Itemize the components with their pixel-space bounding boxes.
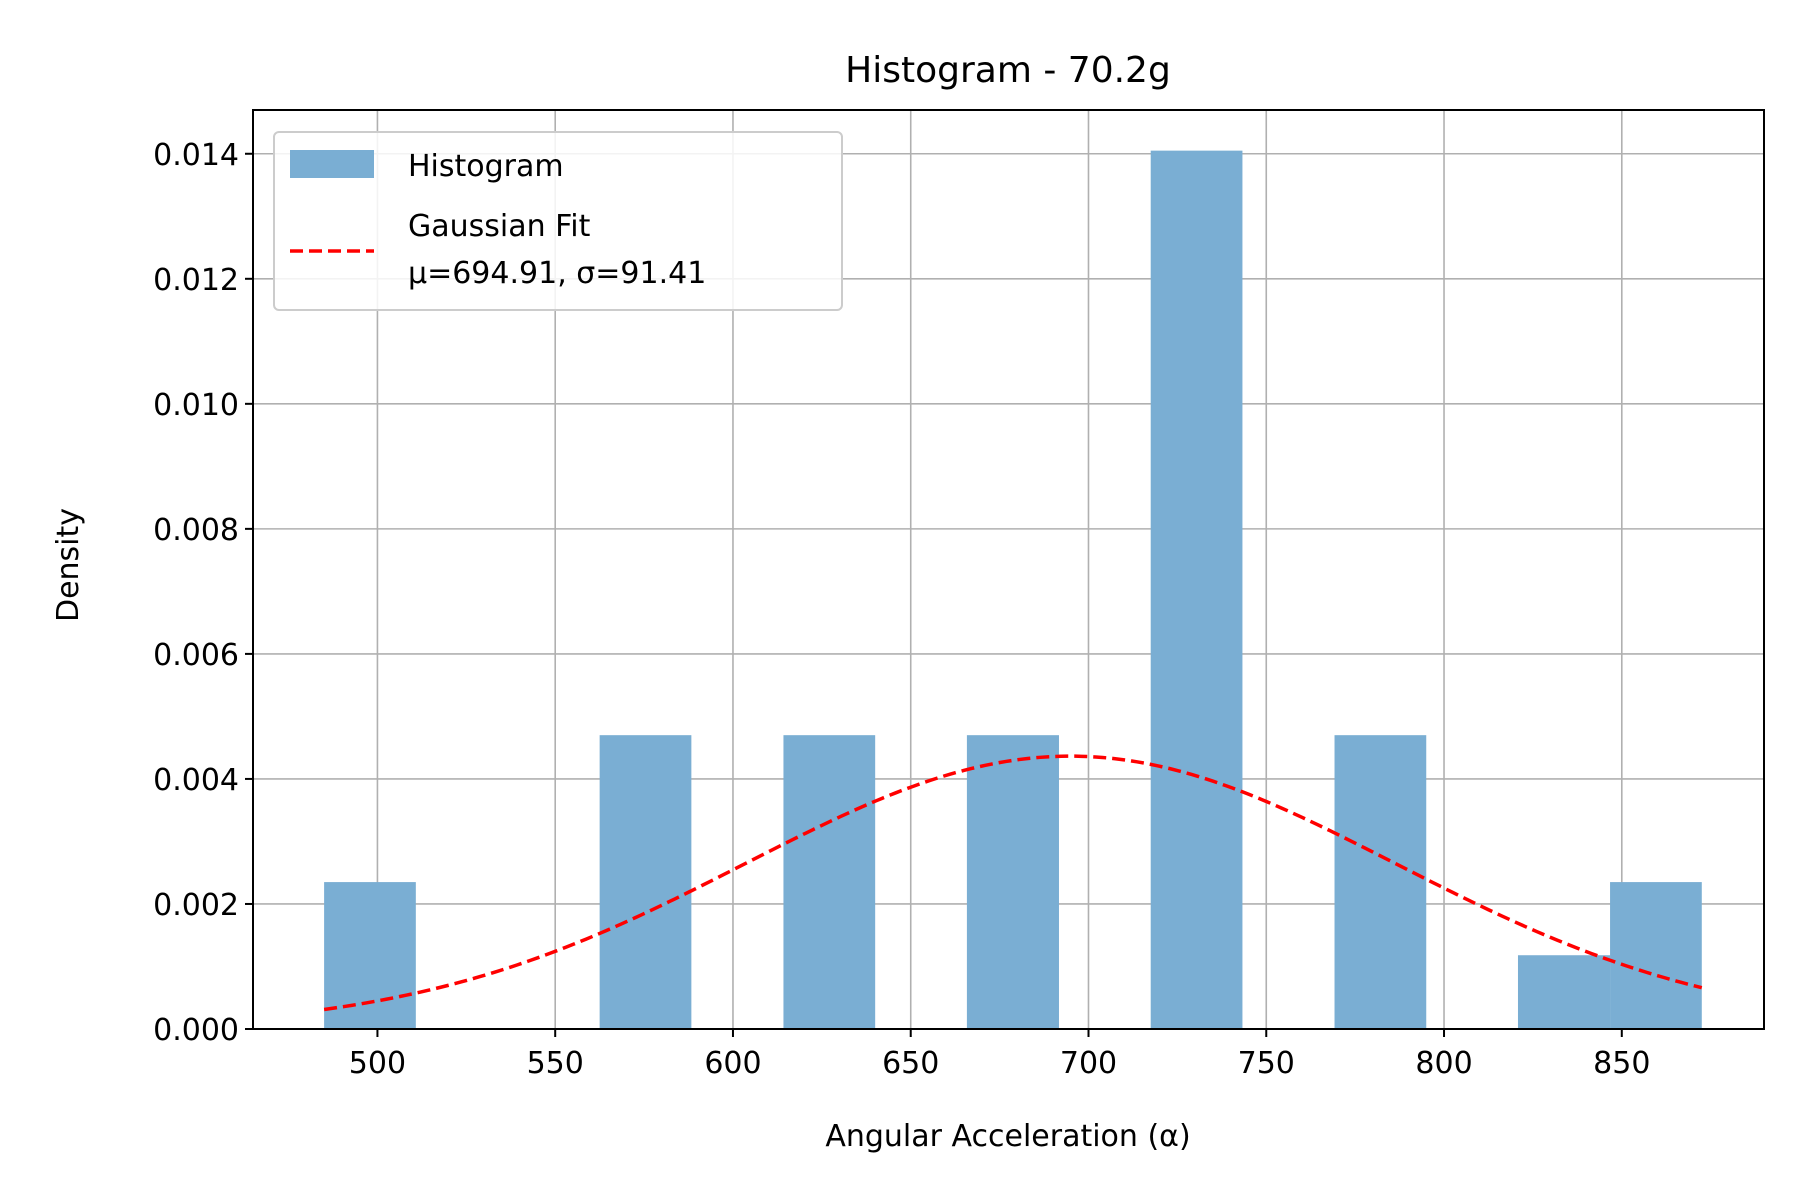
histogram-bar bbox=[599, 735, 692, 1029]
chart-title: Histogram - 70.2g bbox=[845, 50, 1171, 91]
histogram-bars bbox=[324, 150, 1702, 1029]
x-tick-label: 800 bbox=[1415, 1046, 1472, 1081]
axis-ticks: 500 550 600 650 700 750 800 850 0.000 0.002 0.004 0… bbox=[153, 138, 1650, 1081]
legend-fit-params: μ=694.91, σ=91.41 bbox=[408, 256, 706, 291]
y-tick-label: 0.000 bbox=[153, 1013, 239, 1048]
histogram-bar bbox=[966, 735, 1059, 1029]
plot-frame bbox=[252, 109, 1765, 1030]
x-tick-label: 850 bbox=[1593, 1046, 1650, 1081]
y-tick-label: 0.002 bbox=[153, 888, 239, 923]
histogram-bar bbox=[324, 882, 416, 1029]
x-tick-label: 650 bbox=[882, 1046, 939, 1081]
histogram-bar bbox=[1517, 955, 1611, 1029]
histogram-bar bbox=[1150, 150, 1243, 1029]
y-tick-label: 0.014 bbox=[153, 138, 239, 173]
legend-histogram-label: Histogram bbox=[408, 149, 564, 184]
x-tick-label: 550 bbox=[527, 1046, 584, 1081]
histogram-bar bbox=[1610, 882, 1702, 1029]
legend-box bbox=[273, 131, 843, 311]
y-tick-label: 0.006 bbox=[153, 638, 239, 673]
histogram-bar bbox=[783, 735, 876, 1029]
x-tick-label: 700 bbox=[1060, 1046, 1117, 1081]
gaussian-fit-line bbox=[323, 754, 1703, 1012]
legend-fit-label: Gaussian Fit bbox=[408, 209, 591, 244]
y-axis-label: Density bbox=[51, 508, 86, 622]
histogram-bar bbox=[1334, 735, 1427, 1029]
x-axis-label: Angular Acceleration (α) bbox=[825, 1119, 1190, 1154]
x-tick-label: 750 bbox=[1238, 1046, 1295, 1081]
y-tick-label: 0.012 bbox=[153, 263, 239, 298]
y-tick-label: 0.010 bbox=[153, 388, 239, 423]
x-tick-label: 600 bbox=[704, 1046, 761, 1081]
y-tick-label: 0.008 bbox=[153, 513, 239, 548]
x-tick-label: 500 bbox=[349, 1046, 406, 1081]
legend: Histogram Gaussian Fit μ=694.91, σ=91.41 bbox=[273, 131, 843, 311]
y-tick-label: 0.004 bbox=[153, 763, 239, 798]
legend-histogram-swatch bbox=[290, 150, 374, 178]
